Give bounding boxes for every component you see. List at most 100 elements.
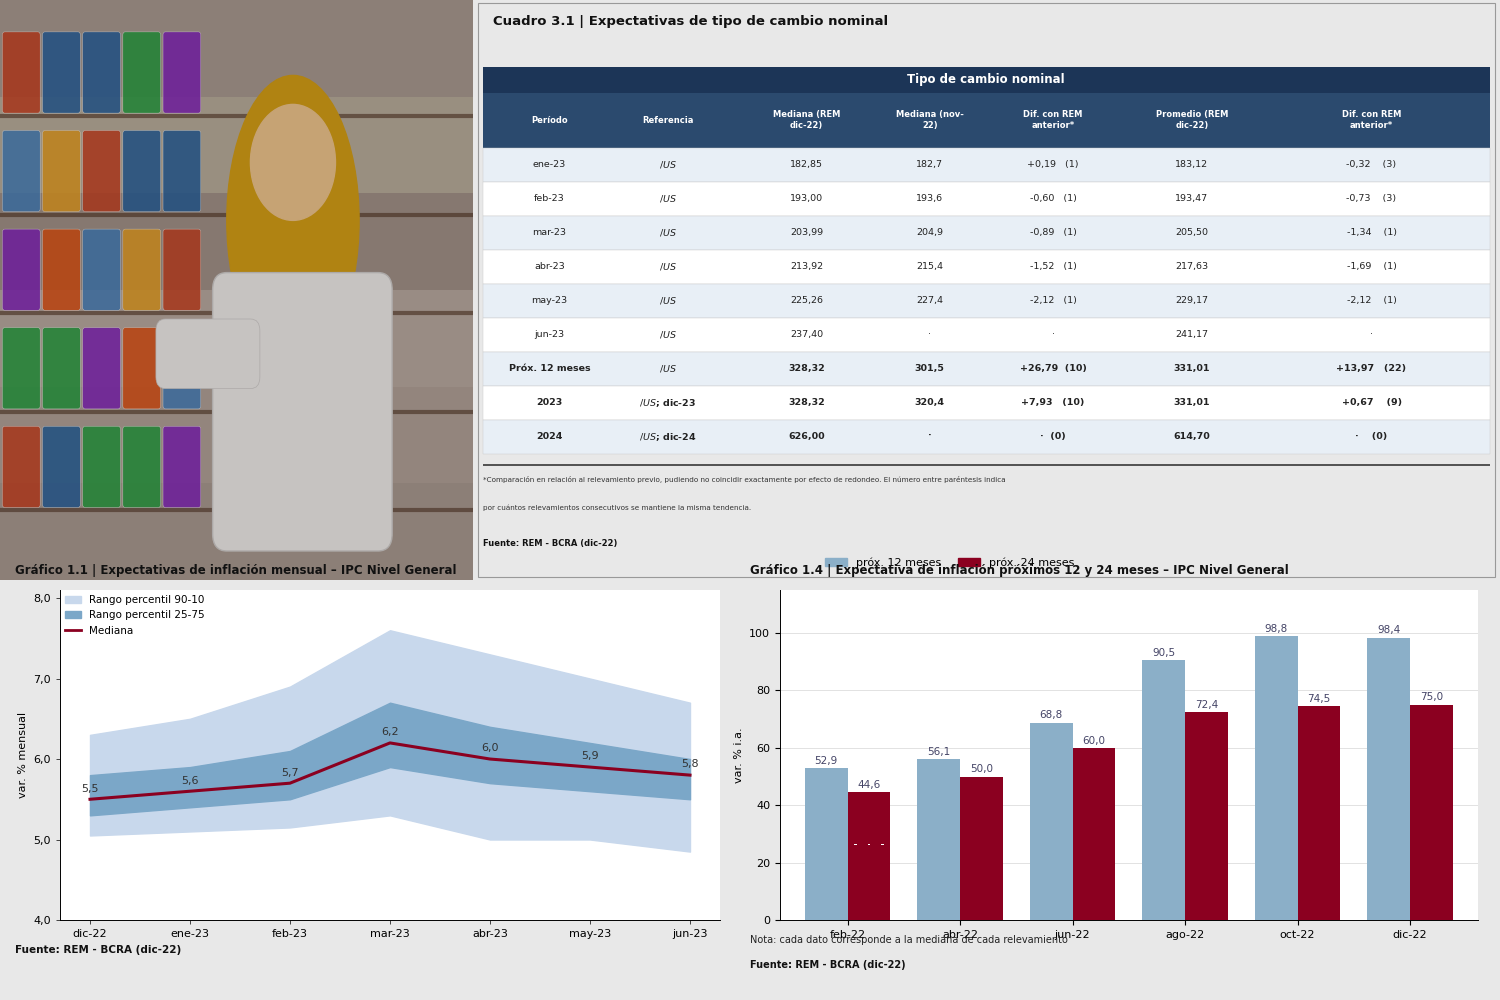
Bar	[483, 67, 1490, 93]
Text: 217,63: 217,63	[1174, 262, 1209, 271]
Bar	[483, 182, 1490, 216]
Text: 52,9: 52,9	[815, 756, 837, 766]
FancyBboxPatch shape	[213, 273, 392, 551]
FancyBboxPatch shape	[164, 130, 201, 212]
Text: +7,93   (10): +7,93 (10)	[1022, 398, 1084, 407]
Text: 5,7: 5,7	[280, 768, 298, 778]
Text: Tipo de cambio nominal: Tipo de cambio nominal	[908, 73, 1065, 86]
Text: 6,0: 6,0	[482, 743, 498, 753]
Bar	[0, 290, 472, 387]
Text: ·: ·	[1370, 330, 1372, 339]
Bar	[0, 193, 472, 290]
Bar	[804, 768, 847, 920]
Text: -0,60   (1): -0,60 (1)	[1029, 194, 1077, 203]
Bar	[483, 216, 1490, 250]
FancyBboxPatch shape	[123, 426, 160, 508]
Text: 68,8: 68,8	[1040, 710, 1062, 720]
FancyBboxPatch shape	[123, 229, 160, 310]
Text: 182,85: 182,85	[790, 160, 824, 169]
Text: -0,73    (3): -0,73 (3)	[1347, 194, 1396, 203]
Text: 75,0: 75,0	[1420, 692, 1443, 702]
Text: jun-23: jun-23	[534, 330, 564, 339]
Text: -2,12    (1): -2,12 (1)	[1347, 296, 1396, 305]
Text: $/US$; dic-23: $/US$; dic-23	[639, 397, 696, 409]
Text: +13,97   (22): +13,97 (22)	[1336, 364, 1407, 373]
FancyBboxPatch shape	[164, 328, 201, 409]
Text: 2024: 2024	[537, 432, 562, 441]
Text: 5,5: 5,5	[81, 784, 99, 794]
Text: 205,50: 205,50	[1176, 228, 1209, 237]
Text: +0,19   (1): +0,19 (1)	[1028, 160, 1078, 169]
FancyBboxPatch shape	[82, 426, 120, 508]
Text: $/US$; dic-24: $/US$; dic-24	[639, 431, 696, 443]
Bar	[1143, 660, 1185, 920]
Text: Gráfico 1.4 | Expectativa de inflación próximos 12 y 24 meses – IPC Nivel Genera: Gráfico 1.4 | Expectativa de inflación p…	[750, 564, 1288, 577]
Text: Mediana (REM
dic-22): Mediana (REM dic-22)	[772, 110, 840, 130]
Bar	[483, 148, 1490, 182]
Ellipse shape	[226, 75, 358, 365]
Text: 227,4: 227,4	[916, 296, 944, 305]
Text: 183,12: 183,12	[1174, 160, 1209, 169]
Text: 204,9: 204,9	[916, 228, 944, 237]
Bar	[0, 387, 472, 483]
Text: feb-23: feb-23	[534, 194, 566, 203]
Text: mar-23: mar-23	[532, 228, 567, 237]
Text: Mediana (nov-
22): Mediana (nov- 22)	[896, 110, 963, 130]
Text: Fuente: REM - BCRA (dic-22): Fuente: REM - BCRA (dic-22)	[15, 945, 182, 955]
Bar	[483, 420, 1490, 454]
Text: ·  (0): · (0)	[1040, 432, 1066, 441]
Text: -1,34    (1): -1,34 (1)	[1347, 228, 1396, 237]
Text: 5,8: 5,8	[681, 759, 699, 769]
Text: 90,5: 90,5	[1152, 648, 1174, 658]
Bar	[1298, 706, 1341, 920]
Text: 229,17: 229,17	[1176, 296, 1209, 305]
Bar	[0, 483, 472, 580]
Text: 44,6: 44,6	[858, 780, 880, 790]
Text: Nota: cada dato corresponde a la mediana de cada relevamiento: Nota: cada dato corresponde a la mediana…	[750, 935, 1068, 945]
FancyBboxPatch shape	[164, 229, 201, 310]
Legend: próx. 12 meses, próx. 24 meses: próx. 12 meses, próx. 24 meses	[821, 553, 1078, 572]
Text: 193,6: 193,6	[916, 194, 944, 203]
Text: Próx. 12 meses: Próx. 12 meses	[509, 364, 591, 373]
Text: 2023: 2023	[537, 398, 562, 407]
Text: 626,00: 626,00	[788, 432, 825, 441]
Y-axis label: var. % i.a.: var. % i.a.	[734, 727, 744, 783]
Text: 328,32: 328,32	[788, 398, 825, 407]
Bar	[483, 352, 1490, 386]
Text: 60,0: 60,0	[1083, 736, 1106, 746]
FancyBboxPatch shape	[3, 229, 40, 310]
Bar	[1072, 748, 1114, 920]
Bar	[483, 464, 1490, 466]
FancyBboxPatch shape	[123, 32, 160, 113]
FancyBboxPatch shape	[82, 130, 120, 212]
FancyBboxPatch shape	[3, 130, 40, 212]
Text: ·: ·	[928, 432, 932, 441]
Text: 193,47: 193,47	[1174, 194, 1209, 203]
Text: 328,32: 328,32	[788, 364, 825, 373]
Text: 74,5: 74,5	[1308, 694, 1330, 704]
Text: 215,4: 215,4	[916, 262, 944, 271]
Bar	[483, 250, 1490, 284]
Text: 5,6: 5,6	[182, 776, 198, 786]
Text: 241,17: 241,17	[1176, 330, 1209, 339]
Text: abr-23: abr-23	[534, 262, 566, 271]
FancyBboxPatch shape	[123, 130, 160, 212]
FancyBboxPatch shape	[82, 328, 120, 409]
Bar	[0, 97, 472, 193]
Text: -1,69    (1): -1,69 (1)	[1347, 262, 1396, 271]
Bar	[1256, 636, 1298, 920]
Text: ·: ·	[1052, 330, 1054, 339]
Bar	[847, 792, 891, 920]
FancyBboxPatch shape	[82, 229, 120, 310]
Text: -1,52   (1): -1,52 (1)	[1029, 262, 1077, 271]
Bar	[960, 777, 1002, 920]
Bar	[1368, 638, 1410, 920]
Text: *Comparación en relación al relevamiento previo, pudiendo no coincidir exactamen: *Comparación en relación al relevamiento…	[483, 476, 1005, 483]
Y-axis label: var. % mensual: var. % mensual	[18, 712, 28, 798]
Text: 182,7: 182,7	[916, 160, 944, 169]
Text: 6,2: 6,2	[381, 727, 399, 737]
Text: 237,40: 237,40	[790, 330, 824, 339]
Text: 50,0: 50,0	[970, 764, 993, 774]
Text: $/US$: $/US$	[658, 363, 676, 374]
Text: may-23: may-23	[531, 296, 567, 305]
